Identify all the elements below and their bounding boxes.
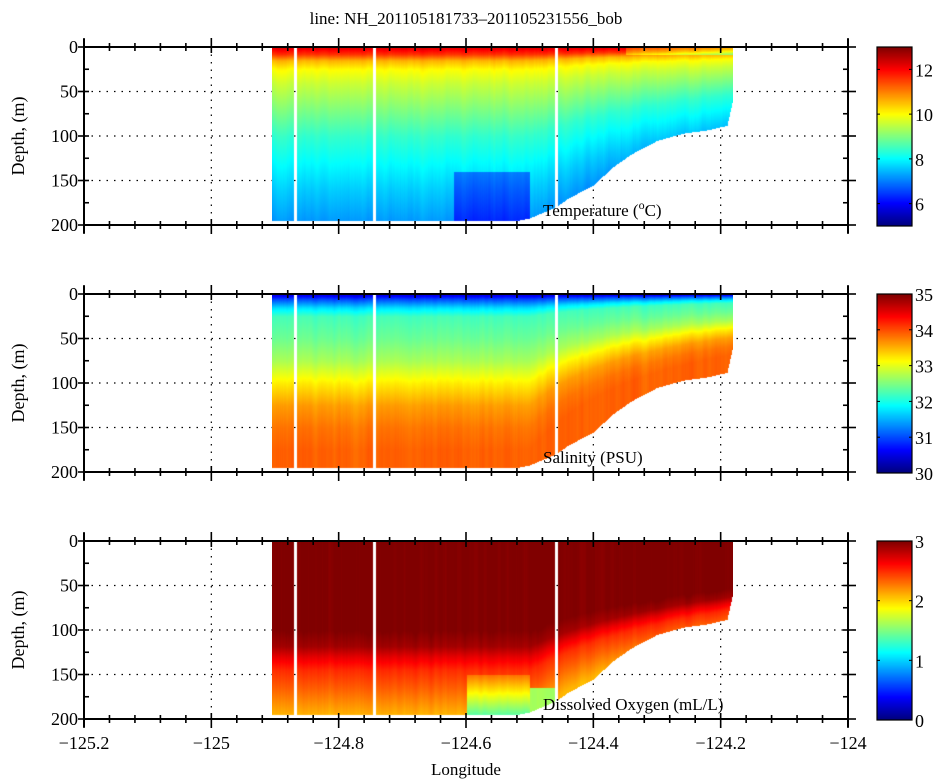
y-tick-label: 100 (51, 126, 78, 146)
y-tick-label: 150 (51, 665, 78, 685)
heatmap-salinity (272, 294, 733, 472)
colorbar-tick-label: 2 (915, 592, 924, 612)
colorbar-tick-label: 30 (915, 464, 933, 484)
y-tick-label: 50 (60, 82, 78, 102)
x-tick-label: −124.4 (568, 733, 619, 753)
y-tick-label: 150 (51, 171, 78, 191)
y-tick-label: 200 (51, 215, 78, 235)
colorbar-tick-label: 33 (915, 357, 933, 377)
panel-label-degree: o (639, 198, 645, 212)
colorbar-tick-label: 12 (915, 60, 933, 80)
colorbar-tick-label: 6 (915, 195, 924, 215)
y-tick-label: 150 (51, 418, 78, 438)
y-tick-label: 200 (51, 462, 78, 482)
chart-title: line: NH_201105181733–201105231556_bob (310, 9, 623, 28)
panel-label: Dissolved Oxygen (mL/L) (543, 695, 723, 714)
colorbar-tick-label: 34 (915, 321, 933, 341)
colorbar-salinity (877, 294, 912, 473)
colorbar-tick-label: 32 (915, 392, 933, 412)
colorbar-frame (876, 293, 913, 474)
heatmap-temperature (272, 47, 733, 225)
colorbar-temperature (877, 47, 912, 226)
panel-dissolved_oxygen: 0 50 100 150 200 Depth, (m) Dissolved Oxygen (… (8, 531, 924, 753)
x-tick-label: −124 (829, 733, 866, 753)
x-tick-label: −124.2 (695, 733, 746, 753)
y-tick-label: 50 (60, 576, 78, 596)
panel-label: Temperature (oC) (543, 198, 662, 220)
x-tick-label: −125.2 (59, 733, 110, 753)
y-tick-label: 200 (51, 709, 78, 729)
y-tick-label: 50 (60, 329, 78, 349)
colorbar-tick-label: 10 (915, 105, 933, 125)
y-tick-label: 100 (51, 373, 78, 393)
colorbar-tick-label: 31 (915, 428, 933, 448)
x-tick-label: −124.8 (313, 733, 364, 753)
y-tick-label: 0 (69, 284, 78, 304)
y-tick-label: 0 (69, 37, 78, 57)
colorbar-tick-label: 1 (915, 651, 924, 671)
y-axis-label: Depth, (m) (8, 344, 29, 423)
panel-label-unit: C) (645, 201, 662, 220)
y-tick-label: 0 (69, 531, 78, 551)
colorbar-tick-label: 35 (915, 285, 933, 305)
colorbar-frame (876, 540, 913, 721)
colorbar-tick-label: 3 (915, 532, 924, 552)
y-axis-label: Depth, (m) (8, 591, 29, 670)
x-axis-label: Longitude (431, 760, 501, 779)
panel-label-main: Temperature ( (543, 201, 639, 220)
panel-label: Salinity (PSU) (543, 448, 643, 467)
panel-salinity: 0 50 100 150 200 Depth, (m) Salinity (PSU) 30 31… (8, 284, 933, 484)
x-tick-label: −124.6 (441, 733, 492, 753)
colorbar-dissolved_oxygen (877, 541, 912, 720)
colorbar-frame (876, 46, 913, 227)
panel-temperature: 0 50 100 150 200 Depth, (m) Temperature (oC) 6 8… (8, 37, 933, 235)
y-tick-label: 100 (51, 620, 78, 640)
colorbar-tick-label: 8 (915, 150, 924, 170)
colorbar-tick-label: 0 (915, 711, 924, 731)
x-tick-label: −125 (193, 733, 230, 753)
y-axis-label: Depth, (m) (8, 97, 29, 176)
heatmap-dissolved_oxygen (272, 541, 733, 719)
